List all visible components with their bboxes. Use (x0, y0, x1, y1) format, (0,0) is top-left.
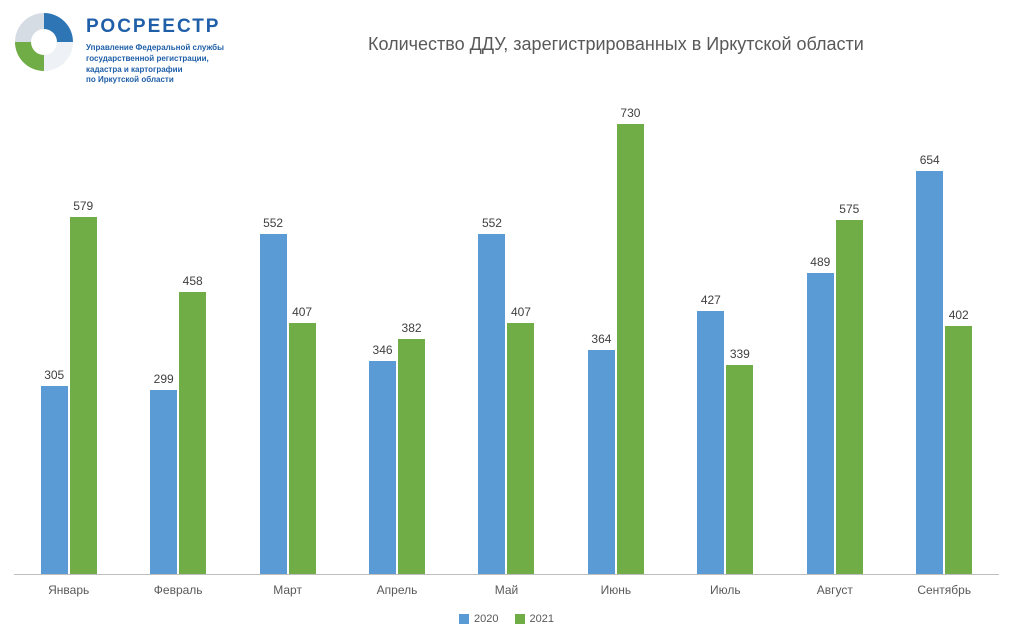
bar-value-label: 407 (292, 305, 313, 319)
bar-cell-2020: 489 (806, 255, 834, 574)
bar-group: 364 730 (561, 106, 670, 574)
legend-item-2020: 2020 (459, 613, 499, 625)
bar-value-label: 552 (263, 216, 284, 230)
bar-cell-2021: 407 (288, 305, 316, 574)
bar-value-label: 579 (73, 199, 94, 213)
bar-group: 346 382 (342, 321, 451, 574)
bar-2021 (179, 292, 207, 574)
bar-2021 (616, 124, 644, 574)
bar-value-label: 654 (919, 153, 940, 167)
bar-group: 552 407 (452, 216, 561, 574)
bar-value-label: 489 (810, 255, 831, 269)
chart-title: Количество ДДУ, зарегистрированных в Ирк… (368, 34, 864, 54)
bar-2021 (726, 365, 754, 574)
bar-value-label: 575 (839, 202, 860, 216)
x-axis-label: Сентябрь (917, 583, 972, 597)
bar-cell-2021: 382 (398, 321, 426, 574)
bar-value-label: 364 (591, 332, 612, 346)
x-axis-label: Июнь (600, 583, 632, 597)
bar-2020 (806, 273, 834, 574)
bar-2020 (697, 311, 725, 574)
legend-item-2021: 2021 (514, 613, 554, 625)
bar-2020 (150, 390, 178, 574)
bar-value-label: 458 (182, 274, 203, 288)
bar-cell-2020: 427 (697, 293, 725, 574)
bar-value-label: 346 (372, 343, 393, 357)
legend-label: 2021 (529, 613, 554, 625)
bar-cell-2021: 407 (507, 305, 535, 574)
bar-2021 (69, 217, 97, 574)
bar-cell-2020: 654 (916, 153, 944, 574)
bar-2020 (587, 350, 615, 574)
bar-value-label: 407 (510, 305, 531, 319)
bar-value-label: 299 (153, 372, 174, 386)
bar-cell-2020: 305 (40, 368, 68, 574)
legend: 2020 2021 (14, 613, 999, 625)
bar-chart: 305 579 299 458 552 407 346 382 552 407 364 730 427 3… (14, 96, 999, 625)
bar-value-label: 402 (948, 308, 969, 322)
bar-cell-2020: 552 (478, 216, 506, 574)
bar-cell-2021: 730 (616, 106, 644, 574)
logo-subtitle: Управление Федеральной службы государств… (86, 43, 224, 85)
x-axis-label: Январь (48, 583, 90, 597)
x-axis-label: Февраль (153, 583, 203, 597)
bar-2020 (916, 171, 944, 574)
bar-2021 (288, 323, 316, 574)
bar-value-label: 305 (44, 368, 65, 382)
bar-cell-2020: 346 (369, 343, 397, 574)
bar-2021 (398, 339, 426, 574)
bar-value-label: 730 (620, 106, 641, 120)
rosreestr-logo-block: РОСРЕЕСТР Управление Федеральной службы … (12, 10, 224, 86)
logo-texts: РОСРЕЕСТР Управление Федеральной службы … (86, 10, 224, 86)
bar-group: 654 402 (890, 153, 999, 574)
bar-cell-2021: 402 (945, 308, 973, 574)
bar-group: 305 579 (14, 199, 123, 574)
bar-2021 (945, 326, 973, 574)
bar-value-label: 339 (729, 347, 750, 361)
legend-swatch-icon (459, 614, 470, 624)
rosreestr-logo-icon (15, 13, 73, 71)
legend-label: 2020 (474, 613, 499, 625)
bar-value-label: 552 (481, 216, 502, 230)
bar-2020 (369, 361, 397, 574)
x-axis-label: Март (273, 583, 302, 597)
bar-cell-2020: 552 (259, 216, 287, 574)
x-axis-label: Июль (710, 583, 741, 597)
legend-swatch-icon (514, 614, 525, 624)
bar-group: 489 575 (780, 202, 889, 574)
bar-cell-2021: 579 (69, 199, 97, 574)
bar-2020 (40, 386, 68, 574)
bar-2021 (835, 220, 863, 574)
plot-area: 305 579 299 458 552 407 346 382 552 407 364 730 427 3… (14, 96, 999, 574)
bar-value-label: 427 (700, 293, 721, 307)
bar-group: 299 458 (123, 274, 232, 574)
bar-cell-2021: 458 (179, 274, 207, 574)
bar-2021 (507, 323, 535, 574)
bar-group: 427 339 (671, 293, 780, 574)
header: РОСРЕЕСТР Управление Федеральной службы … (0, 0, 1013, 96)
logo-title: РОСРЕЕСТР (86, 16, 221, 37)
bar-cell-2021: 575 (835, 202, 863, 574)
bar-cell-2021: 339 (726, 347, 754, 574)
x-axis-label: Май (494, 583, 519, 597)
x-axis-label: Апрель (376, 583, 418, 597)
bar-value-label: 382 (401, 321, 422, 335)
x-axis: Январь Февраль Март Апрель Май Июнь Июль Август… (14, 574, 999, 597)
bar-cell-2020: 364 (587, 332, 615, 574)
bar-cell-2020: 299 (150, 372, 178, 574)
bar-2020 (259, 234, 287, 574)
bar-2020 (478, 234, 506, 574)
x-axis-label: Август (816, 583, 853, 597)
bar-group: 552 407 (233, 216, 342, 574)
